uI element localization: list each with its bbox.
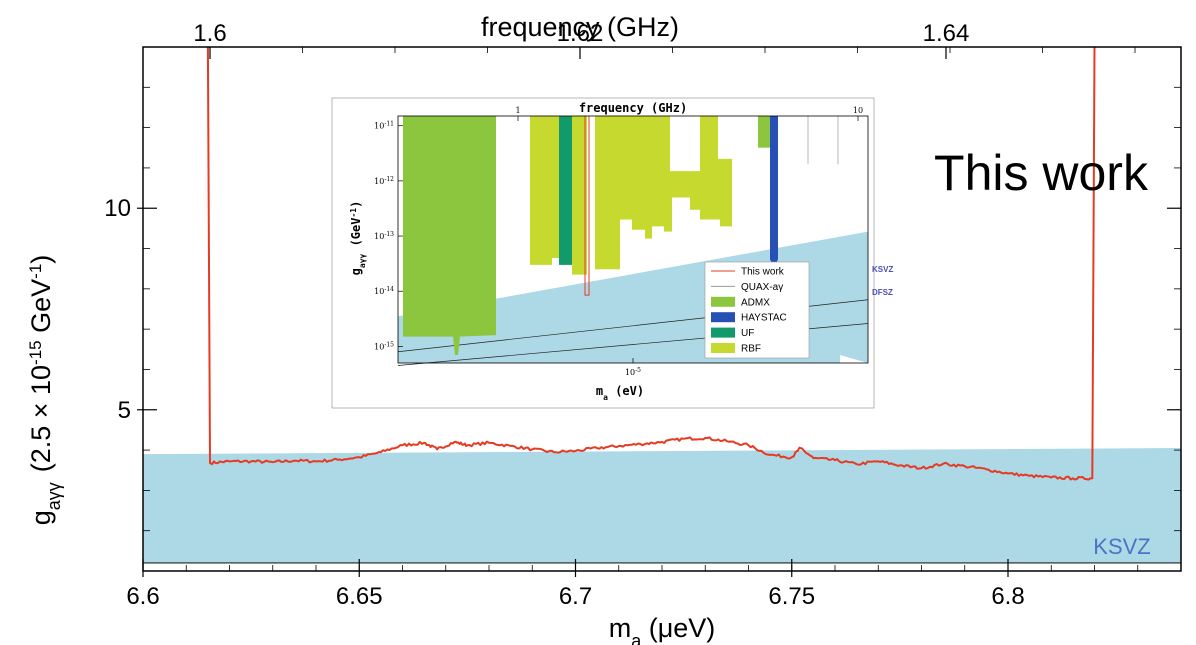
- series-line-0: [206, 46, 1096, 481]
- x-tick-label: 6.65: [336, 583, 383, 610]
- main-ksvz-band: [143, 448, 1181, 564]
- inset-legend-box: [704, 261, 810, 359]
- admx-hf-region: [758, 116, 770, 148]
- rbf-region-left2: [552, 116, 560, 259]
- main-x-axis-title: ma (μeV): [609, 613, 716, 645]
- inset-top-axis-title: frequency (GHz): [579, 101, 687, 115]
- main-ticks: [137, 47, 1182, 577]
- y-tick-label: 10: [104, 195, 131, 222]
- inset-y-tick-label: 10-11: [374, 120, 394, 131]
- inset-x-axis-title: ma (eV): [596, 384, 644, 402]
- x-tick-label: 6.6: [126, 583, 159, 610]
- legend-label: This work: [741, 267, 785, 278]
- this-work-annotation: This work: [934, 145, 1149, 201]
- haystac-region: [770, 116, 778, 269]
- admx-region: [403, 116, 496, 355]
- uf-region: [559, 116, 572, 265]
- inset-dfsz-label: DFSZ: [872, 288, 893, 297]
- rbf-region-mid: [572, 116, 587, 275]
- legend-label: ADMX: [741, 297, 770, 308]
- main-series: [206, 46, 1096, 481]
- main-tick-labels: 6.6 6.65 6.7 6.75 6.8 1.6 1.62 1.64 5 10: [104, 20, 1024, 610]
- inset-y-tick-label: 10-14: [374, 286, 394, 297]
- inset-y-axis-title: gaγγ (GeV-1): [349, 201, 367, 276]
- x-tick-label: 6.8: [991, 583, 1024, 610]
- top-tick-label: 1.6: [193, 20, 226, 47]
- rbf-region-mid2: [595, 116, 620, 270]
- rbf-region: [530, 116, 732, 239]
- inset-exclusion-regions: [403, 116, 778, 355]
- inset-legend: This work QUAX-aγ ADMX HAYSTAC UF RBF: [704, 261, 810, 359]
- y-tick-label: 5: [118, 397, 131, 424]
- inset-y-tick-label: 10-15: [374, 341, 394, 352]
- inset-ksvz-label: KSVZ: [872, 265, 893, 274]
- inset-y-tick-label: 10-12: [374, 175, 394, 186]
- legend-swatch-box: [711, 343, 735, 353]
- main-ksvz-band-area: [143, 448, 1181, 563]
- inset-y-tick-label: 10-13: [374, 231, 394, 242]
- legend-swatch-box: [711, 296, 735, 307]
- legend-swatch-box: [711, 327, 735, 338]
- this-work-region: [584, 116, 590, 296]
- legend-label: UF: [741, 328, 754, 339]
- top-tick-label: 1.62: [557, 20, 604, 47]
- x-tick-label: 6.7: [559, 583, 592, 610]
- legend-swatch-box: [711, 312, 735, 323]
- inset-quax-lines: [807, 116, 839, 165]
- main-top-axis-title: frequency (GHz): [481, 12, 679, 42]
- rbf-region-left: [530, 116, 552, 265]
- inset-x-tick-label: 10-5: [625, 367, 641, 378]
- top-tick-label: 1.64: [923, 20, 970, 47]
- legend-label: HAYSTAC: [741, 313, 787, 324]
- main-y-axis-title: gaγγ(2.5 × 10-15 GeV-1): [26, 255, 65, 526]
- x-tick-label: 6.75: [768, 583, 815, 610]
- inset-top-tick-label: 1: [515, 106, 520, 115]
- inset-ticks: 10-15 10-14 10-13 10-12 10-11 10-5 1 10: [374, 106, 863, 377]
- main-ksvz-label: KSVZ: [1093, 534, 1150, 559]
- legend-label: RBF: [741, 344, 761, 355]
- legend-label: QUAX-aγ: [741, 282, 783, 293]
- inset-top-tick-label: 10: [853, 106, 863, 115]
- inset-chart: 10-15 10-14 10-13 10-12 10-11 10-5 1 10 frequen…: [331, 97, 893, 409]
